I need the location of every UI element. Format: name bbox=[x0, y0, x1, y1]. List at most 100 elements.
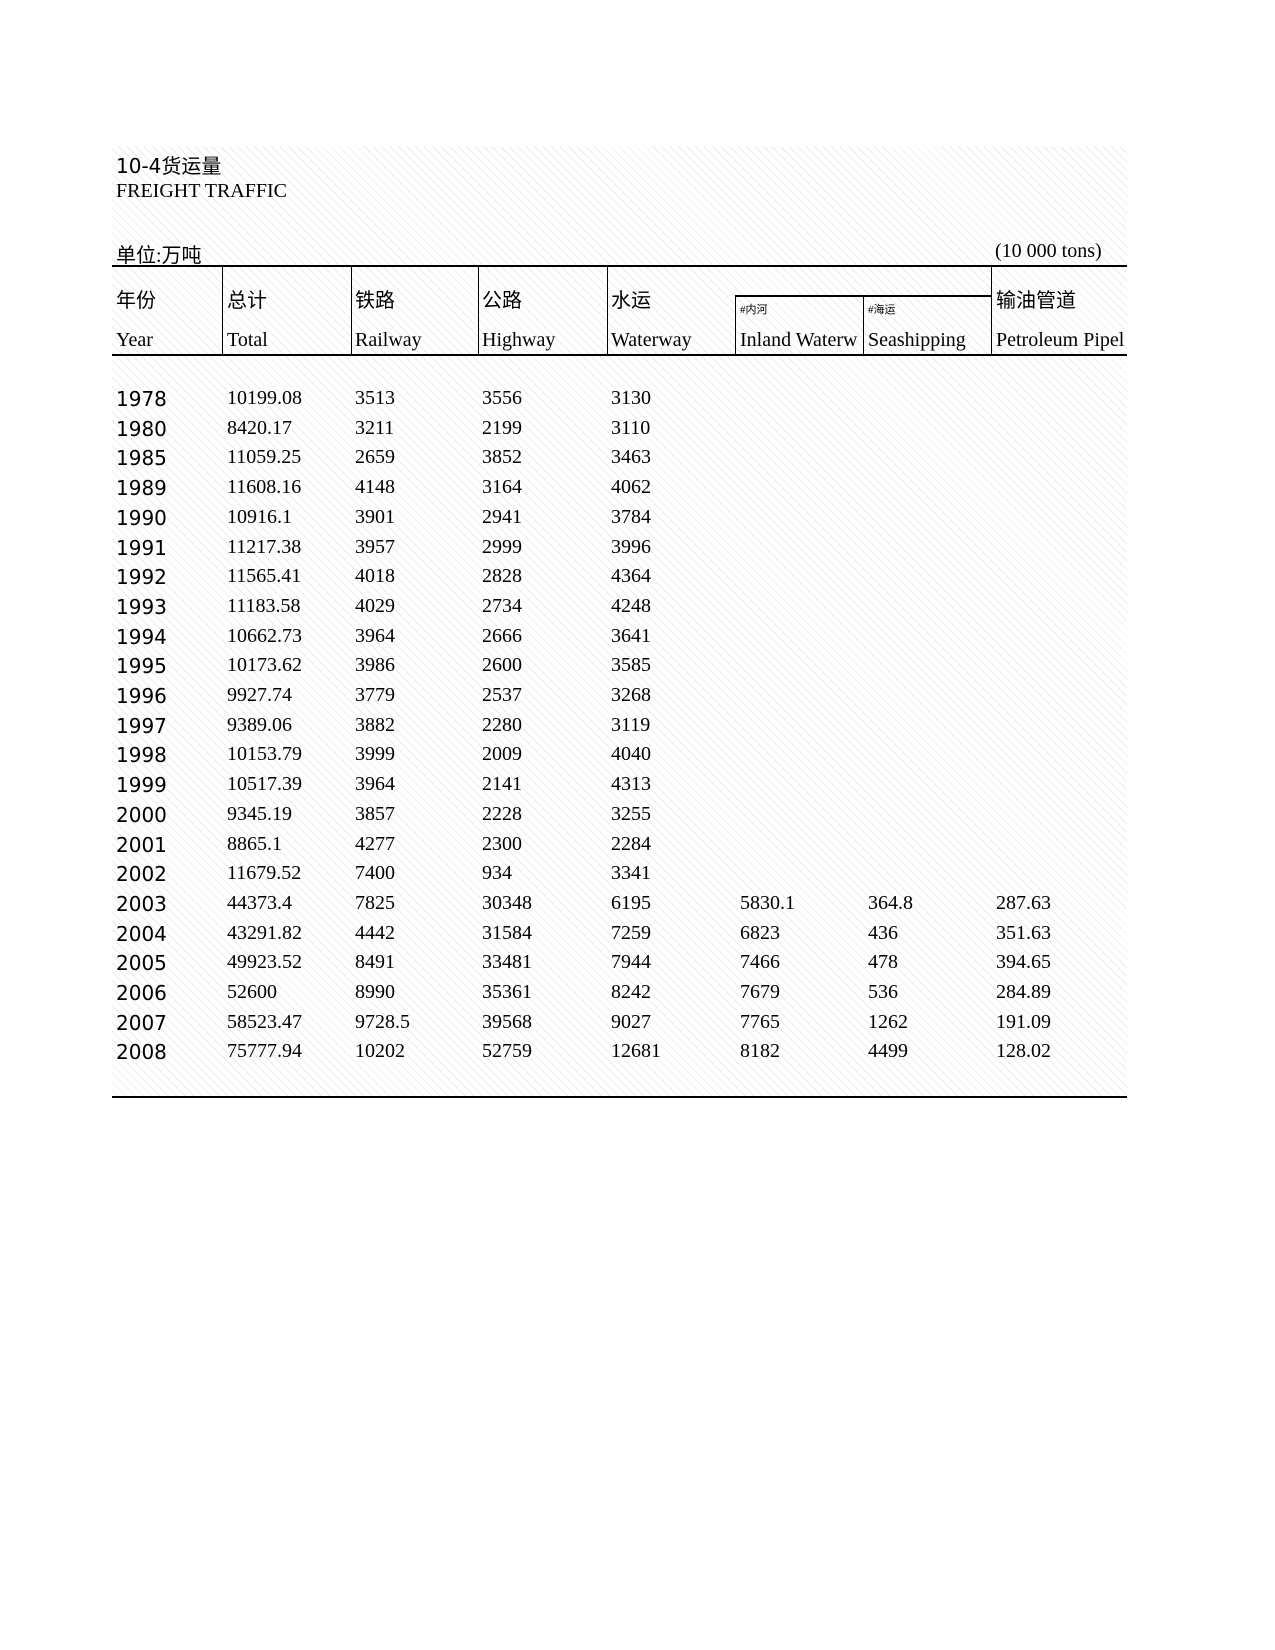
value-cell: 10202 bbox=[355, 1040, 405, 1063]
header-top-rule bbox=[112, 265, 1127, 267]
value-cell: 6195 bbox=[611, 891, 651, 914]
value-cell: 43291.82 bbox=[227, 921, 302, 944]
value-cell: 3857 bbox=[355, 802, 395, 825]
column-header-cn: 水运 bbox=[611, 290, 651, 312]
year-cell: 1991 bbox=[116, 535, 167, 560]
table-row: 1999 10517.39 3964 2141 4313 bbox=[0, 773, 1275, 803]
table-row: 1998 10153.79 3999 2009 4040 bbox=[0, 743, 1275, 773]
table-title-en: FREIGHT TRAFFIC bbox=[116, 180, 287, 202]
value-cell: 478 bbox=[868, 951, 898, 974]
value-cell: 128.02 bbox=[996, 1040, 1051, 1063]
value-cell: 8865.1 bbox=[227, 832, 282, 855]
value-cell: 10662.73 bbox=[227, 624, 302, 647]
table-row: 2001 8865.1 4277 2300 2284 bbox=[0, 833, 1275, 863]
column-header-en: Inland Waterw bbox=[740, 329, 858, 351]
value-cell: 351.63 bbox=[996, 921, 1051, 944]
value-cell: 3779 bbox=[355, 684, 395, 706]
value-cell: 4364 bbox=[611, 565, 651, 588]
year-cell: 1994 bbox=[116, 624, 167, 649]
unit-label-cn: 单位:万吨 bbox=[116, 245, 202, 267]
value-cell: 3211 bbox=[355, 416, 395, 439]
table-row: 2000 9345.19 3857 2228 3255 bbox=[0, 803, 1275, 833]
value-cell: 9027 bbox=[611, 1010, 651, 1033]
value-cell: 4029 bbox=[355, 594, 395, 617]
value-cell: 3996 bbox=[611, 535, 651, 558]
table-row: 1994 10662.73 3964 2666 3641 bbox=[0, 625, 1275, 655]
year-cell: 2008 bbox=[116, 1040, 167, 1065]
value-cell: 4040 bbox=[611, 743, 651, 766]
value-cell: 11183.58 bbox=[227, 594, 301, 617]
value-cell: 7679 bbox=[740, 981, 780, 1003]
column-header-en: Petroleum Pipel bbox=[996, 329, 1125, 351]
value-cell: 10173.62 bbox=[227, 654, 302, 677]
column-divider bbox=[863, 296, 864, 355]
value-cell: 3463 bbox=[611, 446, 651, 469]
value-cell: 58523.47 bbox=[227, 1010, 302, 1033]
header-bottom-rule bbox=[112, 354, 1127, 356]
value-cell: 4499 bbox=[868, 1040, 908, 1063]
value-cell: 52759 bbox=[482, 1040, 532, 1063]
table-bottom-rule bbox=[112, 1096, 1127, 1098]
value-cell: 35361 bbox=[482, 981, 532, 1003]
value-cell: 2941 bbox=[482, 505, 522, 528]
value-cell: 9389.06 bbox=[227, 713, 292, 736]
value-cell: 9927.74 bbox=[227, 684, 292, 706]
year-cell: 2005 bbox=[116, 951, 167, 976]
value-cell: 536 bbox=[868, 981, 898, 1003]
column-header-en: Seashipping bbox=[868, 329, 966, 351]
value-cell: 52600 bbox=[227, 981, 277, 1003]
value-cell: 2284 bbox=[611, 832, 651, 855]
value-cell: 2280 bbox=[482, 713, 522, 736]
year-cell: 2004 bbox=[116, 921, 167, 946]
value-cell: 4277 bbox=[355, 832, 395, 855]
column-header-cn: #内河 bbox=[740, 304, 768, 316]
year-cell: 1989 bbox=[116, 476, 167, 501]
table-row: 1980 8420.17 3211 2199 3110 bbox=[0, 417, 1275, 447]
year-cell: 1985 bbox=[116, 446, 167, 471]
value-cell: 3882 bbox=[355, 713, 395, 736]
value-cell: 364.8 bbox=[868, 891, 913, 914]
value-cell: 5830.1 bbox=[740, 891, 795, 914]
year-cell: 1990 bbox=[116, 505, 167, 530]
value-cell: 2600 bbox=[482, 654, 522, 677]
year-cell: 1995 bbox=[116, 654, 167, 679]
value-cell: 934 bbox=[482, 862, 512, 885]
value-cell: 33481 bbox=[482, 951, 532, 974]
table-row: 1978 10199.08 3513 3556 3130 bbox=[0, 387, 1275, 417]
column-header-en: Highway bbox=[482, 329, 556, 351]
year-cell: 2003 bbox=[116, 891, 167, 916]
value-cell: 8990 bbox=[355, 981, 395, 1003]
year-cell: 1993 bbox=[116, 594, 167, 619]
year-cell: 1992 bbox=[116, 565, 167, 590]
value-cell: 7944 bbox=[611, 951, 651, 974]
column-header-cn: 输油管道 bbox=[996, 290, 1076, 312]
table-row: 1990 10916.1 3901 2941 3784 bbox=[0, 506, 1275, 536]
table-row: 2004 43291.82 4442 31584 7259 6823 436 351.63 bbox=[0, 922, 1275, 952]
value-cell: 8420.17 bbox=[227, 416, 292, 439]
value-cell: 2659 bbox=[355, 446, 395, 469]
value-cell: 2199 bbox=[482, 416, 522, 439]
unit-label-en: (10 000 tons) bbox=[995, 240, 1102, 262]
value-cell: 39568 bbox=[482, 1010, 532, 1033]
value-cell: 3341 bbox=[611, 862, 651, 885]
column-header-en: Total bbox=[227, 329, 268, 351]
table-row: 2006 52600 8990 35361 8242 7679 536 284.89 bbox=[0, 981, 1275, 1011]
value-cell: 9728.5 bbox=[355, 1010, 410, 1033]
value-cell: 44373.4 bbox=[227, 891, 292, 914]
value-cell: 2734 bbox=[482, 594, 522, 617]
value-cell: 4148 bbox=[355, 476, 395, 499]
value-cell: 3513 bbox=[355, 387, 395, 409]
table-row: 1991 11217.38 3957 2999 3996 bbox=[0, 536, 1275, 566]
table-row: 1997 9389.06 3882 2280 3119 bbox=[0, 714, 1275, 744]
column-header-en: Year bbox=[116, 329, 153, 351]
value-cell: 10199.08 bbox=[227, 387, 302, 409]
column-header-en: Waterway bbox=[611, 329, 692, 351]
value-cell: 12681 bbox=[611, 1040, 661, 1063]
column-header-cn: 公路 bbox=[482, 290, 522, 312]
value-cell: 8182 bbox=[740, 1040, 780, 1063]
value-cell: 3255 bbox=[611, 802, 651, 825]
value-cell: 3585 bbox=[611, 654, 651, 677]
column-divider bbox=[735, 296, 736, 355]
table-row: 1985 11059.25 2659 3852 3463 bbox=[0, 446, 1275, 476]
value-cell: 2828 bbox=[482, 565, 522, 588]
